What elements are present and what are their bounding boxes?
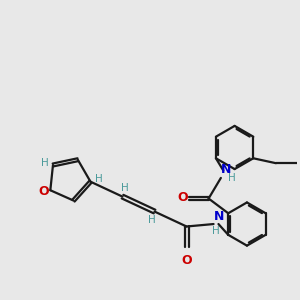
Text: O: O: [177, 191, 188, 204]
Text: H: H: [148, 215, 156, 225]
Text: O: O: [181, 254, 192, 267]
Text: N: N: [214, 210, 224, 223]
Text: H: H: [95, 174, 103, 184]
Text: H: H: [121, 183, 129, 193]
Text: H: H: [41, 158, 49, 167]
Text: H: H: [228, 173, 236, 183]
Text: H: H: [212, 226, 219, 236]
Text: O: O: [39, 185, 49, 198]
Text: N: N: [221, 163, 232, 176]
